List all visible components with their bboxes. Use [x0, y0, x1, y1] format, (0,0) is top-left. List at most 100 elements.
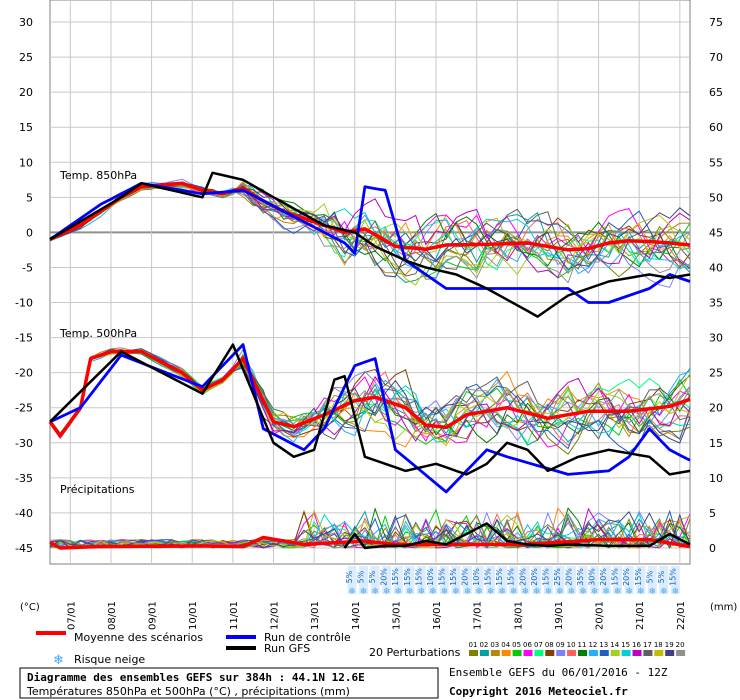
snow-risk-cell [520, 566, 530, 594]
gfs-line [343, 522, 691, 550]
perturbation-id: 07 [534, 641, 543, 649]
right-tick-label: 55 [709, 156, 723, 169]
snow-risk-pct: 5% [368, 570, 377, 583]
perturbation-swatch [654, 650, 664, 656]
snowflake-icon: ❄ [579, 587, 587, 597]
perturbation-id: 01 [469, 641, 478, 649]
perturbation-line [49, 512, 691, 549]
snow-risk-pct: 35% [576, 568, 585, 586]
snowflake-icon: ❄ [418, 587, 426, 597]
title-box [19, 667, 439, 699]
perturbation-id: 03 [490, 641, 499, 649]
perturbation-swatch [501, 650, 511, 656]
right-tick-label: 60 [709, 121, 723, 134]
panel-label-precip: Précipitations [60, 483, 135, 496]
perturbation-line [49, 348, 691, 444]
left-tick-label: 10 [19, 156, 33, 169]
chart-title: Diagramme des ensembles GEFS sur 384h : … [27, 671, 365, 684]
snowflake-icon: ❄ [510, 587, 518, 597]
perturbation-color-key: 01 02 03 04 05 06 07 08 09 10 11 12 13 14 15 16 17 18 19 20 [469, 641, 686, 656]
gfs-line [49, 171, 691, 318]
date-tick-label: 14/01 [351, 601, 362, 630]
snow-risk-cell [555, 566, 565, 594]
snow-risk-pct: 20% [622, 568, 631, 586]
date-tick-label: 21/01 [635, 601, 646, 630]
snow-risk-cell [405, 566, 415, 594]
snow-risk-cell [566, 566, 576, 594]
snow-risk-pct: 15% [391, 568, 400, 586]
snow-risk-pct: 15% [403, 568, 412, 586]
perturbation-id: 19 [665, 641, 674, 649]
snow-risk-pct: 15% [507, 568, 516, 586]
plot-grid [49, 0, 691, 565]
snow-risk-cell [416, 566, 426, 594]
snow-risk-cell [486, 566, 496, 594]
snowflake-icon: ❄ [637, 587, 645, 597]
snowflake-icon: ❄ [383, 587, 391, 597]
snow-risk-pct: 15% [484, 568, 493, 586]
left-tick-label: 0 [26, 226, 33, 239]
snow-risk-cell [439, 566, 449, 594]
perturbation-id: 12 [588, 641, 597, 649]
snowflake-icon: ❄ [602, 587, 610, 597]
snow-risk-cell [451, 566, 461, 594]
left-tick-label: -45 [15, 542, 33, 555]
left-axis-unit: (°C) [20, 602, 40, 613]
snow-risk-cell [670, 566, 680, 594]
perturbation-swatch [632, 650, 642, 656]
snow-risk-pct: 20% [599, 568, 608, 586]
perturbation-id: 16 [632, 641, 641, 649]
left-tick-label: -20 [15, 367, 33, 380]
x-axis-date-labels: 07/01 08/01 09/01 10/01 11/01 12/01 13/01 14/01… [66, 601, 687, 630]
snowflake-icon: ❄ [568, 587, 576, 597]
left-tick-label: -40 [15, 507, 33, 520]
snow-risk-cell [474, 566, 484, 594]
snow-risk-pct: 5% [657, 570, 666, 583]
date-tick-label: 08/01 [107, 601, 118, 630]
perturbation-swatch [578, 650, 587, 656]
date-tick-label: 16/01 [432, 601, 443, 630]
legend-control-label: Run de contrôle [264, 631, 351, 644]
left-tick-label: 5 [26, 191, 33, 204]
date-tick-label: 12/01 [269, 601, 280, 630]
snow-risk-cell [497, 566, 507, 594]
right-tick-label: 40 [709, 261, 723, 274]
snowflake-icon: ❄ [371, 587, 379, 597]
main-run-lines [48, 171, 691, 550]
mean-line [49, 535, 691, 550]
perturbation-swatch [610, 650, 620, 656]
perturbation-id: 04 [501, 641, 510, 649]
snow-risk-pct: 5% [345, 570, 354, 583]
left-tick-label: -30 [15, 437, 33, 450]
perturbation-id: 05 [512, 641, 521, 649]
legend-gfs-label: Run GFS [264, 642, 310, 655]
snowflake-icon: ❄ [672, 587, 680, 597]
snowflake-icon: ❄ [625, 587, 633, 597]
snowflake-icon: ❄ [649, 587, 657, 597]
snowflake-icon: ❄ [429, 587, 437, 597]
snowflake-icon: ❄ [360, 587, 368, 597]
perturbation-swatch [588, 650, 598, 656]
snow-risk-cell [370, 566, 380, 594]
perturbation-swatch [545, 650, 555, 656]
perturbation-swatch [599, 650, 609, 656]
snowflake-icon: ❄ [394, 587, 402, 597]
right-tick-label: 30 [709, 332, 723, 345]
snow-risk-cell [359, 566, 369, 594]
right-tick-label: 35 [709, 297, 723, 310]
perturbation-line [49, 178, 691, 288]
snow-risk-row: 5%❄5%❄5%❄20%❄15%❄15%❄15%❄10%❄15%❄15%❄20%… [345, 566, 680, 597]
snowflake-icon: ❄ [452, 587, 460, 597]
snow-risk-pct: 20% [518, 568, 527, 586]
snow-risk-cell [509, 566, 519, 594]
snowflake-icon: ❄ [614, 587, 622, 597]
right-tick-label: 0 [709, 542, 716, 555]
perturbation-id: 10 [567, 641, 576, 649]
gfs-line [49, 343, 691, 476]
snow-risk-pct: 10% [426, 568, 435, 586]
perturbation-id: 06 [523, 641, 532, 649]
perturbation-id: 20 [676, 641, 685, 649]
snowflake-icon: ❄ [441, 587, 449, 597]
snow-risk-cell [590, 566, 600, 594]
snow-risk-pct: 15% [495, 568, 504, 586]
